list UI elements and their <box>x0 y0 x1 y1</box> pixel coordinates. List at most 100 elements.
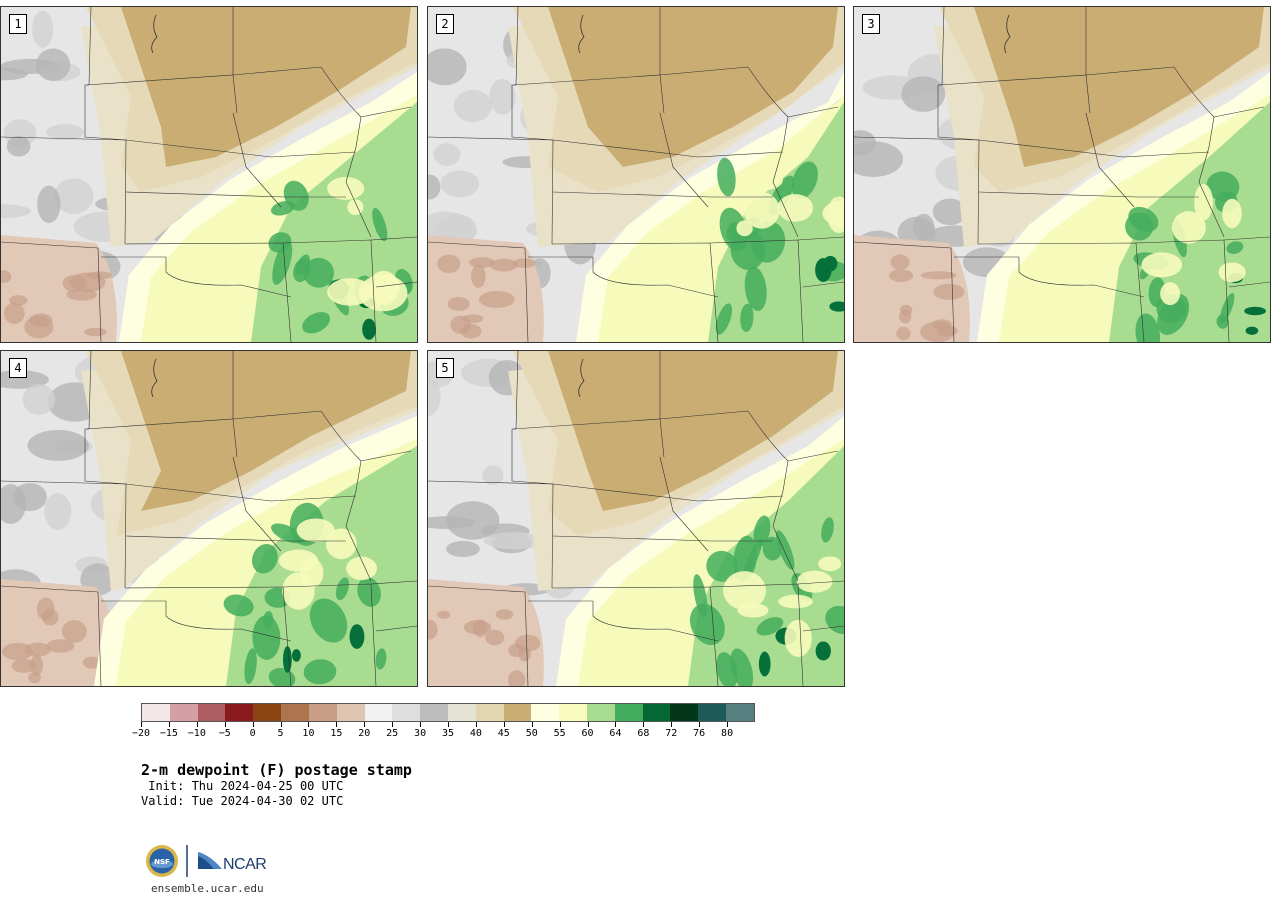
colorbar-tick <box>392 722 394 727</box>
colorbar-tick-label: 72 <box>665 728 678 739</box>
colorbar-swatch <box>559 704 587 721</box>
colorbar-tick-label: 80 <box>721 728 734 739</box>
colorbar-swatch <box>225 704 254 721</box>
colorbar-tick <box>531 722 533 727</box>
tan-moist-region <box>974 7 1264 167</box>
colorbar-tick <box>699 722 701 727</box>
state-boundary <box>360 450 412 462</box>
colorbar-swatch <box>169 704 198 721</box>
state-boundary <box>1 136 127 141</box>
very-dry-blotch <box>87 271 113 280</box>
very-dry-blotch <box>889 269 914 282</box>
colorbar-tick-label: 64 <box>609 728 622 739</box>
warm-patch <box>379 274 400 300</box>
very-humid-blotch <box>821 517 834 543</box>
colorbar-tick <box>559 722 561 727</box>
colorbar-tick <box>587 722 589 727</box>
very-humid-blotch <box>1216 314 1229 329</box>
state-boundary <box>697 495 784 502</box>
warm-patch <box>327 278 373 306</box>
colorbar-tick <box>364 722 366 727</box>
dewpoint-map <box>428 7 844 342</box>
tan-moist-region <box>121 351 411 511</box>
dry-blotch <box>453 89 493 123</box>
warm-patch <box>1222 198 1242 229</box>
state-boundary <box>125 535 285 542</box>
state-boundary <box>428 585 529 686</box>
state-boundary <box>125 139 272 158</box>
very-dry-blotch <box>30 654 43 676</box>
state-boundary <box>697 151 784 158</box>
very-dry-blotch <box>471 264 486 288</box>
state-boundary <box>787 106 839 118</box>
colorbar-tick <box>252 722 254 727</box>
dry-blotch <box>446 540 480 557</box>
dry-blotch <box>428 174 441 200</box>
state-boundary <box>747 66 789 183</box>
colorbar-swatch <box>420 704 448 721</box>
very-dry-blotch <box>900 304 913 316</box>
state-boundary <box>552 483 699 502</box>
very-humid-blotch <box>740 303 754 333</box>
extreme-humid-blotch <box>362 318 376 340</box>
very-humid-blotch <box>716 652 738 686</box>
very-humid-blotch <box>693 574 708 618</box>
map-panel-5: 5 <box>427 350 845 687</box>
state-boundary <box>125 191 285 198</box>
state-boundary <box>270 151 357 158</box>
very-humid-blotch <box>753 515 771 548</box>
very-dry-blotch <box>920 271 957 280</box>
tan-moist-region <box>548 7 838 167</box>
state-boundary <box>1085 66 1175 76</box>
very-dry-blotch <box>1 642 34 661</box>
very-humid-blotch <box>272 241 293 285</box>
colorbar-tick <box>196 722 198 727</box>
dry-blotch <box>489 78 516 115</box>
colorbar-swatch <box>587 704 615 721</box>
very-humid-blotch <box>715 303 733 335</box>
state-boundary <box>772 525 799 582</box>
state-boundary <box>747 410 789 527</box>
state-boundary <box>854 136 980 141</box>
dry-blotch <box>54 178 94 215</box>
colorbar-swatch <box>281 704 309 721</box>
state-boundary <box>978 191 1138 198</box>
state-boundary <box>552 191 712 198</box>
state-boundary <box>802 281 844 288</box>
colorbar-tick <box>141 722 142 727</box>
very-dry-region <box>854 235 970 342</box>
colorbar-swatch <box>726 704 754 721</box>
state-boundary <box>659 66 749 76</box>
state-boundary <box>1213 106 1265 118</box>
map-panel-1: 1 <box>0 6 418 343</box>
chart-title: 2-m dewpoint (F) postage stamp <box>141 761 412 779</box>
extreme-humid-blotch <box>758 651 771 677</box>
very-dry-blotch <box>437 610 451 619</box>
dry-blotch <box>932 198 968 226</box>
warm-patch <box>743 191 780 229</box>
nsf-logo-text: NSF <box>154 858 170 866</box>
colorbar-tick <box>448 722 449 727</box>
state-boundary <box>270 495 357 502</box>
very-humid-blotch <box>293 258 311 283</box>
river-outline <box>151 14 158 54</box>
warm-patch <box>784 619 812 658</box>
panel-number-label: 5 <box>436 358 454 378</box>
colorbar-tick-label: 15 <box>330 728 343 739</box>
state-boundary <box>659 456 709 552</box>
dry-blotch <box>22 384 56 415</box>
very-humid-blotch <box>775 530 795 570</box>
colorbar-tick <box>671 722 673 727</box>
colorbar-swatch <box>503 704 532 721</box>
warm-patch <box>296 518 335 543</box>
dry-blotch <box>440 170 480 198</box>
colorbar-tick <box>336 722 338 727</box>
colorbar-swatch <box>392 704 421 721</box>
dry-blotch <box>46 124 84 141</box>
state-boundary <box>165 601 292 642</box>
colorbar-tick-label: 20 <box>358 728 371 739</box>
colorbar-tick <box>643 722 645 727</box>
state-boundary <box>125 483 272 502</box>
colorbar-tick-label: 50 <box>525 728 538 739</box>
website-url: ensemble.ucar.edu <box>151 882 264 895</box>
